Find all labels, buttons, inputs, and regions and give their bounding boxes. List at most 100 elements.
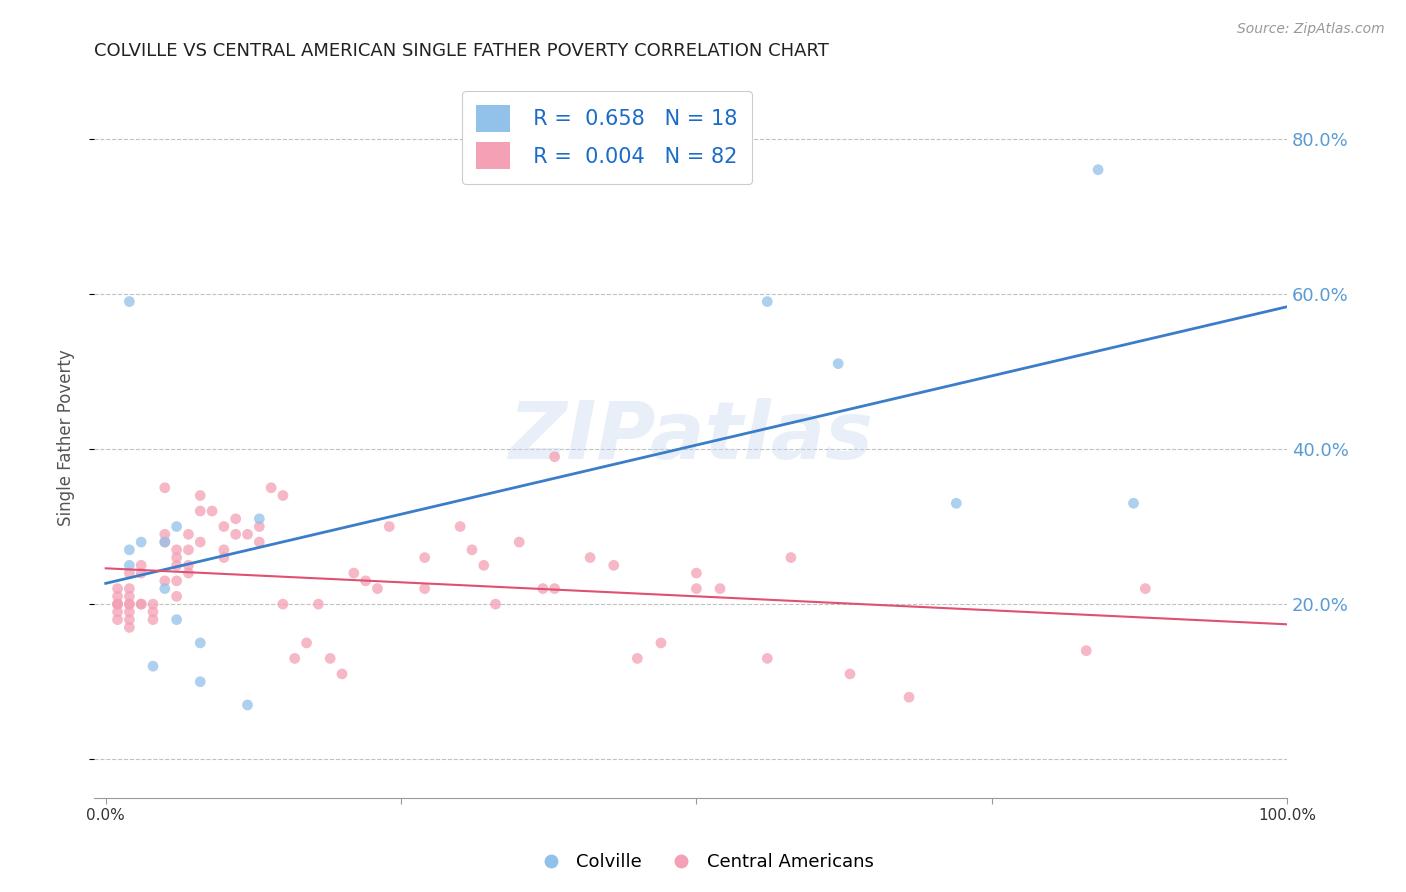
Point <box>354 574 377 588</box>
Legend:   R =  0.658   N = 18,   R =  0.004   N = 82: R = 0.658 N = 18, R = 0.004 N = 82 <box>461 91 752 184</box>
Point <box>472 558 495 573</box>
Point <box>153 535 176 549</box>
Point <box>153 527 176 541</box>
Point <box>236 698 259 712</box>
Point <box>319 651 342 665</box>
Point <box>484 597 506 611</box>
Point <box>177 527 200 541</box>
Point <box>118 566 141 580</box>
Point <box>166 558 188 573</box>
Point <box>118 597 141 611</box>
Point <box>118 558 141 573</box>
Point <box>839 667 862 681</box>
Point <box>153 574 176 588</box>
Point <box>225 512 247 526</box>
Point <box>247 512 270 526</box>
Point <box>1087 162 1109 177</box>
Point <box>118 542 141 557</box>
Point <box>153 582 176 596</box>
Point <box>378 519 401 533</box>
Point <box>295 636 318 650</box>
Point <box>449 519 471 533</box>
Point <box>827 357 849 371</box>
Point <box>366 582 388 596</box>
Point <box>177 542 200 557</box>
Point <box>107 613 129 627</box>
Point <box>212 550 235 565</box>
Point <box>756 294 779 309</box>
Point <box>247 519 270 533</box>
Point <box>685 566 707 580</box>
Point <box>945 496 967 510</box>
Legend: Colville, Central Americans: Colville, Central Americans <box>526 847 880 879</box>
Point <box>129 566 152 580</box>
Point <box>685 582 707 596</box>
Point <box>898 690 921 705</box>
Point <box>603 558 626 573</box>
Point <box>188 636 211 650</box>
Point <box>260 481 283 495</box>
Point <box>247 535 270 549</box>
Point <box>1122 496 1144 510</box>
Point <box>142 613 165 627</box>
Point <box>201 504 224 518</box>
Text: COLVILLE VS CENTRAL AMERICAN SINGLE FATHER POVERTY CORRELATION CHART: COLVILLE VS CENTRAL AMERICAN SINGLE FATH… <box>94 42 828 60</box>
Point <box>531 582 554 596</box>
Point <box>650 636 672 650</box>
Point <box>579 550 602 565</box>
Point <box>166 574 188 588</box>
Y-axis label: Single Father Poverty: Single Father Poverty <box>58 349 75 525</box>
Point <box>284 651 307 665</box>
Point <box>153 535 176 549</box>
Point <box>107 582 129 596</box>
Point <box>118 605 141 619</box>
Point <box>129 558 152 573</box>
Point <box>118 590 141 604</box>
Point <box>271 597 294 611</box>
Point <box>166 550 188 565</box>
Point <box>188 489 211 503</box>
Point <box>107 597 129 611</box>
Point <box>343 566 366 580</box>
Point <box>626 651 648 665</box>
Point <box>142 605 165 619</box>
Point <box>709 582 731 596</box>
Point <box>756 651 779 665</box>
Point <box>118 582 141 596</box>
Text: Source: ZipAtlas.com: Source: ZipAtlas.com <box>1237 22 1385 37</box>
Point <box>330 667 353 681</box>
Point <box>118 620 141 634</box>
Point <box>118 597 141 611</box>
Point <box>107 605 129 619</box>
Point <box>188 535 211 549</box>
Point <box>780 550 803 565</box>
Point <box>271 489 294 503</box>
Point <box>508 535 530 549</box>
Point <box>142 659 165 673</box>
Point <box>153 481 176 495</box>
Point <box>413 550 436 565</box>
Point <box>236 527 259 541</box>
Point <box>212 519 235 533</box>
Text: ZIPatlas: ZIPatlas <box>508 399 873 476</box>
Point <box>188 504 211 518</box>
Point <box>177 566 200 580</box>
Point <box>461 542 484 557</box>
Point <box>1135 582 1157 596</box>
Point <box>142 597 165 611</box>
Point <box>166 519 188 533</box>
Point <box>212 542 235 557</box>
Point <box>413 582 436 596</box>
Point <box>129 597 152 611</box>
Point <box>166 590 188 604</box>
Point <box>543 450 565 464</box>
Point <box>307 597 329 611</box>
Point <box>129 597 152 611</box>
Point <box>543 582 565 596</box>
Point <box>107 597 129 611</box>
Point <box>177 558 200 573</box>
Point <box>166 613 188 627</box>
Point <box>118 294 141 309</box>
Point <box>129 535 152 549</box>
Point <box>1076 643 1098 657</box>
